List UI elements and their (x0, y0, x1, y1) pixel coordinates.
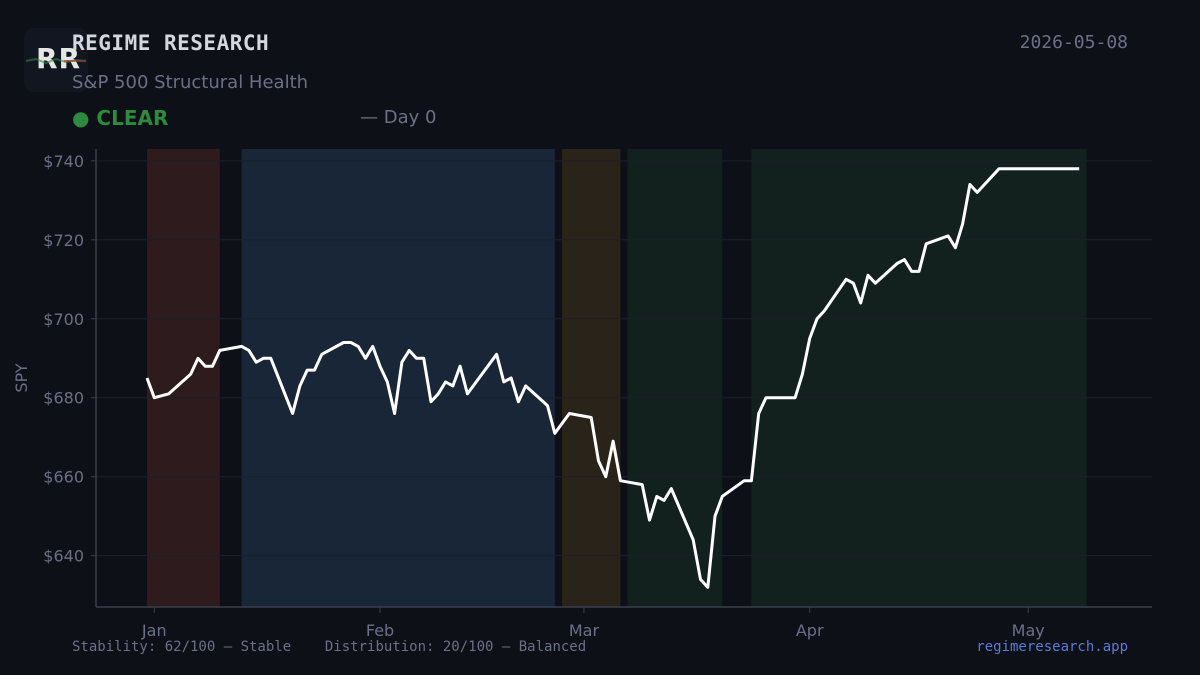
x-tick-label: Mar (569, 621, 600, 640)
distribution-metric: Distribution: 20/100 — Balanced (324, 639, 587, 655)
brand-title: REGIME RESEARCH (72, 31, 270, 55)
status-badge: ● CLEAR (72, 106, 169, 130)
axis-labels: $640 $660 $680 $700 $720 $740 Jan Feb Mar Apr May S… (12, 152, 1045, 640)
regime-band-5 (751, 149, 1087, 607)
grid-lines (91, 160, 1152, 613)
page-subtitle: S&P 500 Structural Health (72, 72, 309, 93)
site-link[interactable]: regimeresearch.app (976, 639, 1128, 655)
footer-metrics: Stability: 62/100 — Stable Distribution:… (72, 639, 586, 655)
trend-arrow-icon (25, 57, 87, 65)
y-tick-label: $740 (43, 152, 84, 171)
logo: RR (24, 28, 88, 92)
price-line-series-1 (145, 167, 1080, 589)
y-tick-label: $640 (43, 547, 84, 566)
status-day-count: — Day 0 (360, 107, 437, 128)
regime-bands (146, 149, 1087, 607)
regime-band-4 (627, 149, 723, 607)
x-tick-label: Jan (141, 621, 167, 640)
y-tick-label: $660 (43, 468, 84, 487)
x-tick-label: May (1012, 621, 1045, 640)
y-tick-label: $720 (43, 231, 84, 250)
logo-text: RR (36, 42, 82, 75)
report-date: 2026-05-08 (1019, 32, 1128, 53)
y-tick-label: $680 (43, 389, 84, 408)
y-axis-label: SPY (12, 363, 31, 392)
y-tick-label: $700 (43, 310, 84, 329)
series-lines (145, 167, 1080, 589)
x-tick-label: Feb (366, 621, 394, 640)
axes (95, 149, 1152, 608)
x-tick-label: Apr (796, 621, 824, 640)
regime-band-3 (562, 149, 621, 607)
regime-band-1 (146, 149, 220, 607)
stability-metric: Stability: 62/100 — Stable (72, 639, 292, 655)
